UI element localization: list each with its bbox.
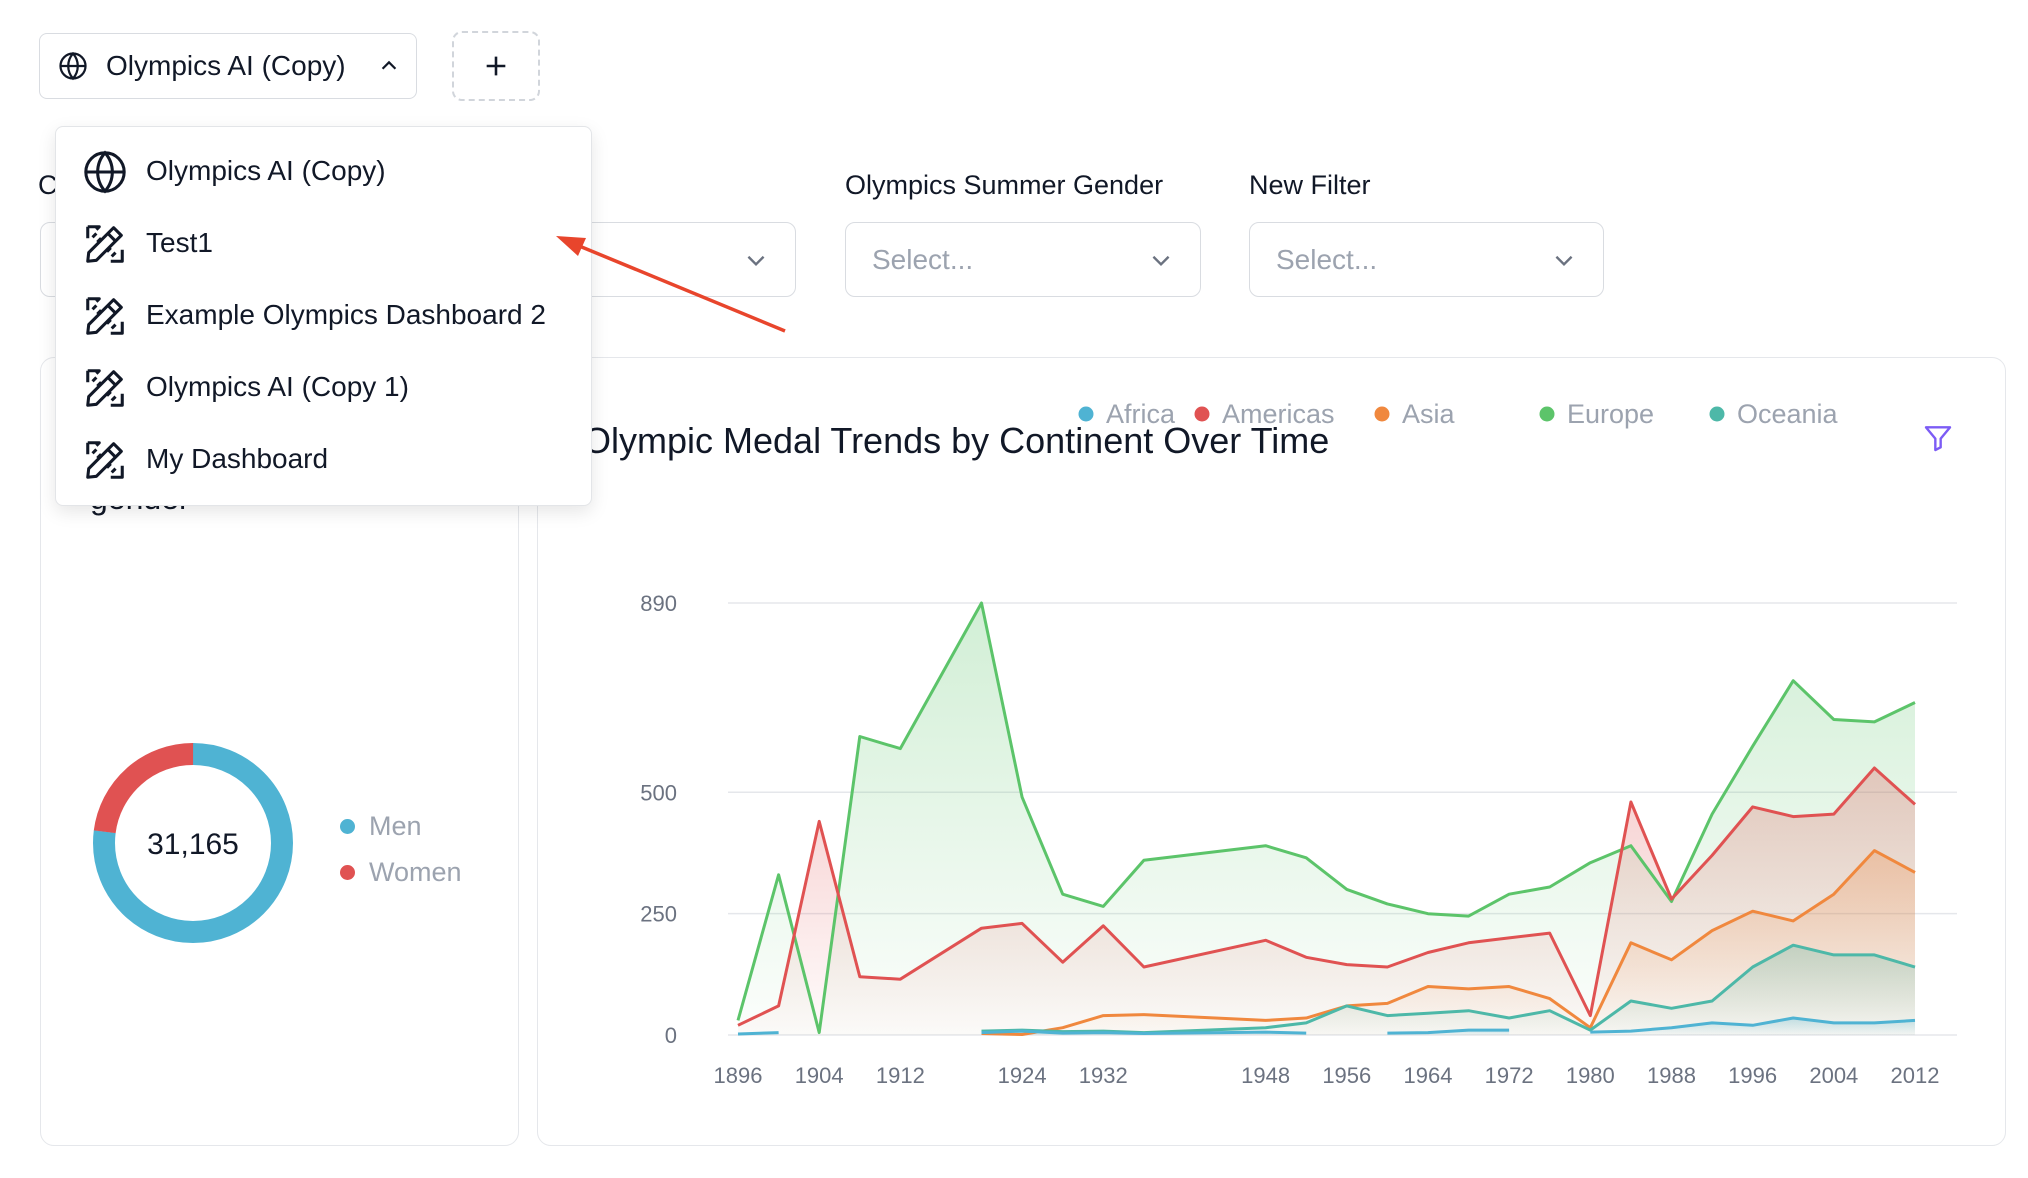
x-tick-label: 1980	[1566, 1063, 1615, 1088]
series-line-americas[interactable]	[737, 766, 1917, 1027]
x-tick-label: 1904	[795, 1063, 844, 1088]
legend-label: Americas	[1222, 399, 1335, 429]
gender-filter-select[interactable]: Select...	[845, 222, 1201, 297]
legend-item-americas[interactable]: Americas	[1194, 399, 1335, 429]
legend-label: Africa	[1106, 399, 1176, 429]
y-tick-label: 500	[640, 780, 677, 805]
new-filter-select[interactable]: Select...	[1249, 222, 1604, 297]
x-tick-label: 1896	[714, 1063, 763, 1088]
x-tick-label: 1912	[876, 1063, 925, 1088]
dropdown-item-label: My Dashboard	[146, 443, 329, 474]
legend-dot	[340, 864, 355, 880]
chevron-down-icon	[1551, 247, 1577, 280]
dropdown-item-my-dashboard[interactable]: My Dashboard	[56, 429, 591, 489]
legend-item-women[interactable]: Women	[340, 849, 462, 895]
area-oceania	[981, 945, 1915, 1035]
dropdown-item-example-olympics-dashboard-2[interactable]: Example Olympics Dashboard 2	[56, 285, 591, 345]
y-tick-label: 890	[640, 591, 677, 616]
legend-label: Men	[369, 810, 422, 841]
series-line-asia[interactable]	[981, 849, 1916, 1036]
series-line-africa[interactable]	[1590, 1016, 1916, 1034]
legend-dot	[1539, 406, 1555, 422]
dropdown-item-label: Olympics AI (Copy)	[146, 155, 386, 186]
globe-icon	[58, 51, 88, 81]
dropdown-item-olympics-ai-copy[interactable]: Olympics AI (Copy)	[56, 141, 591, 201]
series-line-africa[interactable]	[1387, 1028, 1510, 1035]
x-tick-label: 1932	[1079, 1063, 1128, 1088]
x-tick-label: 2004	[1809, 1063, 1858, 1088]
dropdown-item-label: Example Olympics Dashboard 2	[146, 299, 546, 330]
legend-dot	[1078, 406, 1094, 422]
legend-dot	[1194, 406, 1210, 422]
dashboard-dropdown-menu: Olympics AI (Copy) Test1 Example Olympic…	[55, 126, 592, 506]
chevron-down-icon	[1148, 247, 1174, 280]
dropdown-item-label: Test1	[146, 227, 213, 258]
design-tools-icon	[82, 365, 128, 411]
series-line-europe[interactable]	[736, 601, 1916, 1035]
plus-icon	[482, 52, 510, 80]
x-tick-label: 1972	[1485, 1063, 1534, 1088]
design-tools-icon	[82, 221, 128, 267]
area-asia	[981, 850, 1915, 1035]
gender-donut-chart: 31,165	[93, 743, 293, 943]
dropdown-item-test1[interactable]: Test1	[56, 213, 591, 273]
x-tick-label: 1988	[1647, 1063, 1696, 1088]
y-tick-label: 250	[640, 902, 677, 927]
gender-filter-label: Olympics Summer Gender	[845, 170, 1164, 200]
chart-lines	[736, 601, 1917, 1036]
add-dashboard-button[interactable]	[452, 31, 540, 101]
new-filter-label: New Filter	[1249, 170, 1371, 200]
series-line-africa[interactable]	[737, 1031, 779, 1036]
x-tick-label: 1964	[1403, 1063, 1452, 1088]
filter-label-partial: C	[38, 170, 58, 200]
chevron-up-icon	[378, 55, 400, 77]
dashboard-selector-label: Olympics AI (Copy)	[106, 50, 346, 81]
chart-title: Olympic Medal Trends by Continent Over T…	[583, 420, 1330, 461]
donut-total: 31,165	[147, 828, 239, 861]
legend-dot	[1374, 406, 1390, 422]
series-line-africa[interactable]	[981, 1029, 1307, 1035]
legend-label: Oceania	[1737, 399, 1839, 429]
dashboard-selector[interactable]: Olympics AI (Copy)	[39, 33, 417, 99]
y-axis-ticks: 0 250 500 890	[640, 591, 677, 1048]
legend-item-asia[interactable]: Asia	[1374, 399, 1456, 429]
legend-label: Women	[369, 856, 462, 887]
design-tools-icon	[82, 293, 128, 339]
legend-item-men[interactable]: Men	[340, 803, 462, 849]
design-tools-icon	[82, 437, 128, 483]
dropdown-item-label: Olympics AI (Copy 1)	[146, 371, 409, 402]
x-tick-label: 1948	[1241, 1063, 1290, 1088]
legend-item-oceania[interactable]: Oceania	[1709, 399, 1839, 429]
legend-item-africa[interactable]: Africa	[1078, 399, 1177, 429]
legend-item-europe[interactable]: Europe	[1539, 399, 1655, 429]
x-tick-label: 1996	[1728, 1063, 1777, 1088]
legend-label: Asia	[1402, 399, 1456, 429]
x-tick-label: 2012	[1891, 1063, 1940, 1088]
medal-trends-chart: 1896 1904 1912 1924 1932 1948 1956 1964 1972 1980…	[640, 399, 1957, 1088]
new-filter-placeholder: Select...	[1276, 243, 1378, 275]
globe-icon	[82, 149, 128, 195]
dropdown-item-olympics-ai-copy-1[interactable]: Olympics AI (Copy 1)	[56, 357, 591, 417]
legend-dot	[1709, 406, 1725, 422]
x-axis-ticks: 1896 1904 1912 1924 1932 1948 1956 1964 1972 1980…	[714, 1063, 1940, 1088]
chevron-down-icon	[743, 247, 769, 280]
donut-legend: Men Women	[340, 803, 462, 895]
legend-label: Europe	[1567, 399, 1654, 429]
chart-legend: Africa Americas Asia Europe Oceania	[1078, 399, 1839, 429]
filter-icon[interactable]	[1922, 422, 1954, 459]
y-tick-label: 0	[665, 1023, 677, 1048]
x-tick-label: 1924	[998, 1063, 1047, 1088]
gender-filter-placeholder: Select...	[872, 243, 974, 275]
legend-dot	[340, 818, 355, 834]
x-tick-label: 1956	[1322, 1063, 1371, 1088]
